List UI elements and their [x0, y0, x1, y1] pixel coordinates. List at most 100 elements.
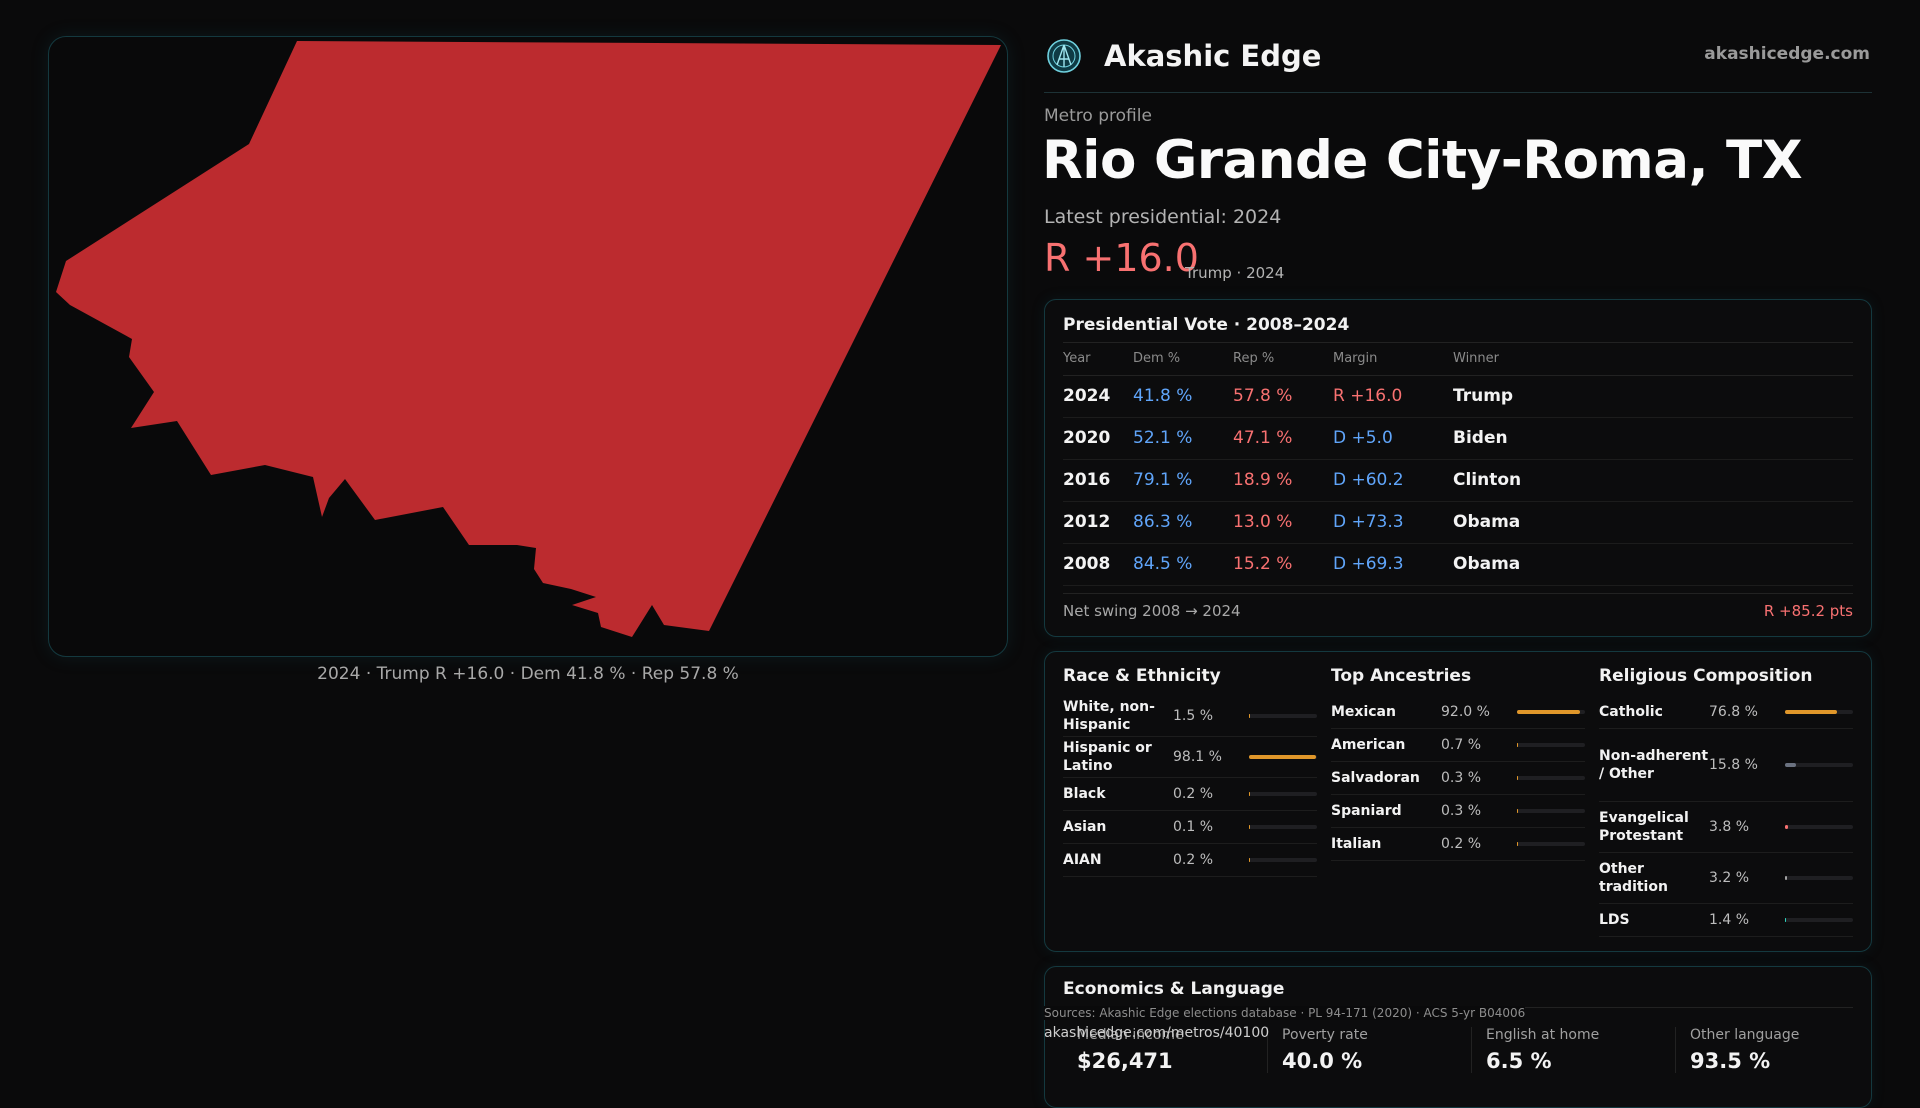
vote-card-title: Presidential Vote · 2008–2024	[1063, 315, 1349, 335]
ancestry-value: 0.2 %	[1441, 836, 1517, 852]
permalink[interactable]: akashicedge.com/metros/40100	[1044, 1025, 1269, 1041]
religion-bar-fill	[1785, 918, 1786, 922]
religion-value: 3.8 %	[1709, 819, 1785, 835]
stat-label: Poverty rate	[1282, 1027, 1472, 1043]
county-shape[interactable]	[56, 41, 1001, 637]
race-bar-track	[1249, 755, 1317, 759]
table-row[interactable]: 2012 86.3 % 13.0 % D +73.3 Obama	[1063, 501, 1853, 544]
race-label: White, non-Hispanic	[1063, 698, 1173, 734]
latest-margin: R +16.0	[1044, 236, 1199, 280]
row-dem-pct: 41.8 %	[1133, 386, 1192, 406]
economic-stat: Poverty rate 40.0 %	[1267, 1027, 1472, 1073]
ancestry-value: 0.3 %	[1441, 770, 1517, 786]
row-winner: Biden	[1453, 428, 1508, 448]
row-year: 2008	[1063, 554, 1110, 574]
page-title: Rio Grande City-Roma, TX	[1042, 130, 1802, 191]
religion-label: Non-adherent / Other	[1599, 747, 1709, 783]
religion-bar-fill	[1785, 710, 1837, 714]
row-rep-pct: 13.0 %	[1233, 512, 1292, 532]
row-margin: D +60.2	[1333, 470, 1404, 490]
religion-bar-fill	[1785, 763, 1796, 767]
row-dem-pct: 86.3 %	[1133, 512, 1192, 532]
religion-bar-track	[1785, 876, 1853, 880]
religion-title: Religious Composition	[1599, 666, 1853, 686]
row-year: 2020	[1063, 428, 1110, 448]
race-bar-track	[1249, 792, 1317, 796]
ancestries-title: Top Ancestries	[1331, 666, 1585, 686]
religion-value: 15.8 %	[1709, 757, 1785, 773]
stat-label: English at home	[1486, 1027, 1676, 1043]
row-margin: D +73.3	[1333, 512, 1404, 532]
sources-footnote: Sources: Akashic Edge elections database…	[1044, 1006, 1525, 1020]
ancestry-bar-track	[1517, 710, 1585, 714]
brand-url-link[interactable]: akashicedge.com	[1704, 44, 1870, 64]
vote-table-header: Year Dem % Rep % Margin Winner	[1063, 342, 1853, 376]
ancestry-value: 0.7 %	[1441, 737, 1517, 753]
presidential-vote-card: Presidential Vote · 2008–2024 Year Dem %…	[1044, 299, 1872, 637]
header-dem: Dem %	[1133, 351, 1180, 366]
row-rep-pct: 18.9 %	[1233, 470, 1292, 490]
stat-value: 40.0 %	[1282, 1049, 1472, 1073]
row-winner: Clinton	[1453, 470, 1521, 490]
brand-name[interactable]: Akashic Edge	[1104, 38, 1321, 74]
ancestry-bar-track	[1517, 842, 1585, 846]
header-year: Year	[1063, 351, 1091, 366]
row-rep-pct: 15.2 %	[1233, 554, 1292, 574]
race-value: 0.2 %	[1173, 852, 1249, 868]
table-row[interactable]: 2016 79.1 % 18.9 % D +60.2 Clinton	[1063, 459, 1853, 502]
net-swing-value: R +85.2 pts	[1764, 602, 1853, 620]
ancestry-value: 92.0 %	[1441, 704, 1517, 720]
ancestry-label: Italian	[1331, 835, 1441, 853]
race-ethnicity-title: Race & Ethnicity	[1063, 666, 1317, 686]
race-value: 0.1 %	[1173, 819, 1249, 835]
race-label: AIAN	[1063, 851, 1173, 869]
religion-bar-track	[1785, 710, 1853, 714]
religion-bar-fill	[1785, 876, 1787, 880]
religion-value: 76.8 %	[1709, 704, 1785, 720]
ancestry-label: Spaniard	[1331, 802, 1441, 820]
ancestry-label: Mexican	[1331, 703, 1441, 721]
religion-bar-fill	[1785, 825, 1788, 829]
latest-presidential-label: Latest presidential: 2024	[1044, 206, 1281, 228]
ancestry-value: 0.3 %	[1441, 803, 1517, 819]
religion-value: 1.4 %	[1709, 912, 1785, 928]
ancestry-label: Salvadoran	[1331, 769, 1441, 787]
ancestry-bar-track	[1517, 743, 1585, 747]
race-bar-track	[1249, 858, 1317, 862]
akashic-edge-logo-icon[interactable]	[1046, 38, 1082, 74]
religion-value: 3.2 %	[1709, 870, 1785, 886]
metro-map[interactable]	[48, 36, 1008, 657]
brand-header: Akashic Edge akashicedge.com	[1044, 38, 1872, 93]
page-eyebrow: Metro profile	[1044, 106, 1152, 126]
row-dem-pct: 79.1 %	[1133, 470, 1192, 490]
row-year: 2012	[1063, 512, 1110, 532]
row-year: 2016	[1063, 470, 1110, 490]
row-dem-pct: 84.5 %	[1133, 554, 1192, 574]
row-winner: Obama	[1453, 512, 1520, 532]
row-margin: R +16.0	[1333, 386, 1402, 406]
ancestry-label: American	[1331, 736, 1441, 754]
religion-label: Evangelical Protestant	[1599, 809, 1709, 845]
race-bar-fill	[1249, 714, 1250, 718]
race-value: 1.5 %	[1173, 708, 1249, 724]
row-rep-pct: 47.1 %	[1233, 428, 1292, 448]
row-winner: Obama	[1453, 554, 1520, 574]
race-label: Asian	[1063, 818, 1173, 836]
race-value: 0.2 %	[1173, 786, 1249, 802]
race-value: 98.1 %	[1173, 749, 1249, 765]
header-rep: Rep %	[1233, 351, 1274, 366]
